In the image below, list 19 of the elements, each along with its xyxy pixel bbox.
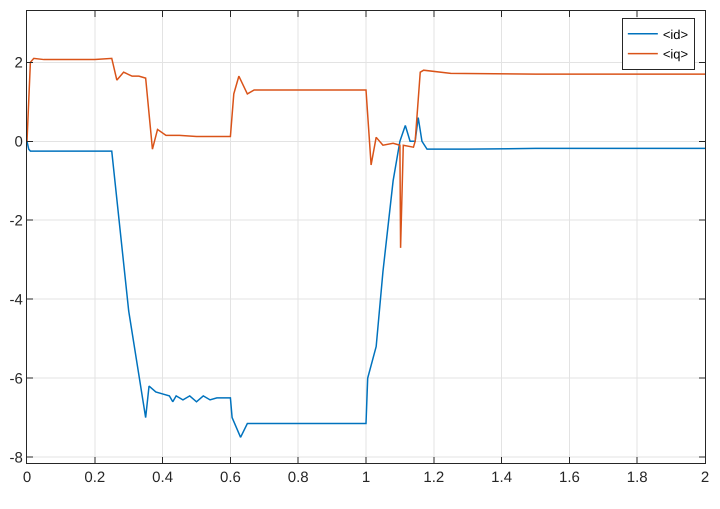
x-tick-label: 0.4 (152, 469, 174, 486)
x-tick-label: 1.2 (423, 469, 444, 486)
x-tick-label: 1 (362, 469, 370, 486)
x-tick-label: 1.8 (626, 469, 648, 486)
y-tick-label: -8 (10, 449, 23, 466)
x-tick-label: 1.6 (558, 469, 580, 486)
y-tick-label: -4 (10, 291, 23, 308)
x-tick-label: 2 (700, 469, 710, 486)
y-tick-label: 2 (14, 54, 23, 72)
y-tick-label: 0 (14, 134, 23, 151)
x-tick-label: 0.2 (84, 469, 106, 486)
legend-label: <iq> (662, 46, 688, 62)
line-series (27, 116, 705, 438)
legend-label: <id> (662, 26, 688, 42)
x-tick-label: 0.8 (288, 469, 309, 486)
y-tick-label: -2 (10, 212, 23, 230)
x-tick-label: 1.4 (491, 469, 512, 486)
y-tick-label: -6 (10, 370, 23, 388)
x-tick-label: 0.6 (220, 469, 241, 486)
